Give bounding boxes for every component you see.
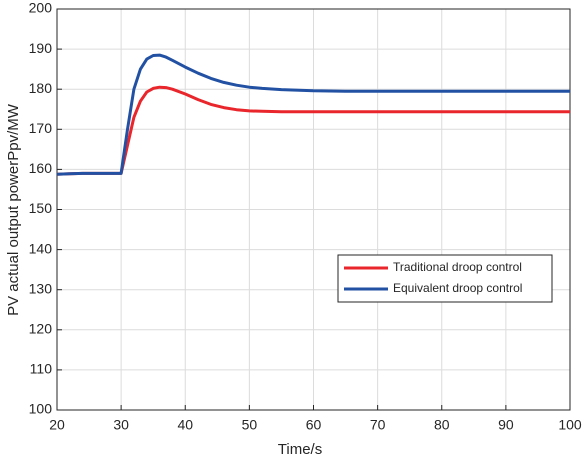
y-tick-label: 120	[29, 321, 53, 337]
x-tick-label: 70	[370, 417, 386, 433]
y-tick-label: 190	[29, 40, 53, 56]
x-tick-label: 30	[113, 417, 129, 433]
y-tick-label: 180	[29, 80, 53, 96]
y-tick-label: 100	[29, 401, 53, 417]
x-tick-label: 40	[177, 417, 193, 433]
y-tick-label: 140	[29, 240, 53, 256]
x-tick-label: 100	[558, 417, 582, 433]
legend-label: Equivalent droop control	[393, 281, 522, 295]
x-tick-label: 90	[498, 417, 514, 433]
legend: Traditional droop control Equivalent droo…	[337, 254, 553, 303]
legend-label: Traditional droop control	[393, 260, 522, 274]
y-tick-label: 200	[29, 0, 53, 16]
data-line	[56, 53, 570, 176]
x-tick-label: 20	[49, 417, 65, 433]
x-tick-label: 80	[434, 417, 450, 433]
y-tick-label: 130	[29, 280, 53, 296]
y-tick-label: 160	[29, 160, 53, 176]
x-axis-label: Time/s	[278, 441, 322, 458]
y-tick-label: 110	[30, 361, 53, 377]
legend-box	[337, 254, 553, 303]
y-tick-label: 150	[29, 200, 53, 216]
y-tick-label: 170	[29, 120, 53, 136]
x-tick-label: 60	[306, 417, 322, 433]
y-axis-label: PV actual output powerPpv/MW	[5, 103, 22, 316]
plot-frame	[56, 8, 571, 411]
x-tick-label: 50	[242, 417, 258, 433]
